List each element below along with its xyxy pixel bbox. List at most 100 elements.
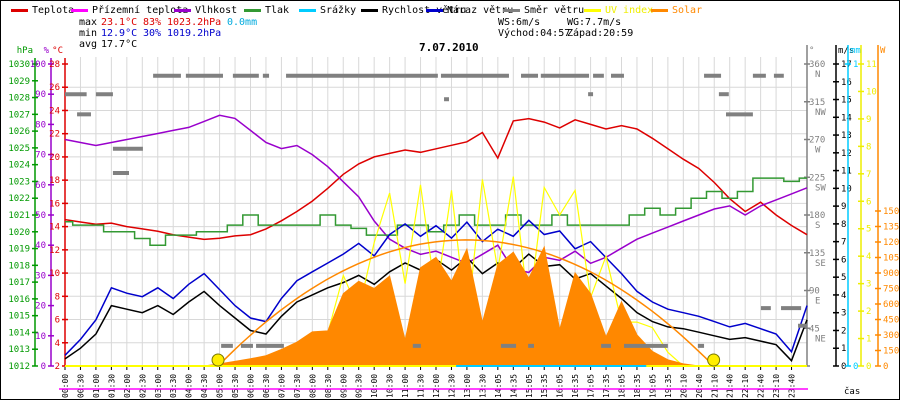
svg-text:22:10: 22:10 (741, 374, 750, 398)
svg-text:12:00: 12:00 (432, 374, 441, 398)
svg-text:11: 11 (866, 60, 877, 70)
svg-text:315: 315 (809, 98, 825, 108)
svg-text:08:30: 08:30 (324, 374, 333, 398)
stat-sunrise: Východ:04:57 (498, 28, 571, 39)
legend-swatch-naraz (426, 8, 443, 12)
svg-text:3: 3 (841, 309, 846, 319)
svg-text:20: 20 (35, 302, 46, 312)
svg-text:1350: 1350 (883, 223, 899, 233)
svg-text:16: 16 (49, 199, 60, 209)
stat-rain-total: 0.0mm (227, 17, 258, 28)
svg-text:04:30: 04:30 (200, 374, 209, 398)
x-axis-labels: 00:00 00:30 01:00 01:30 02:00 02:30 03:00 03:30… (61, 367, 797, 398)
stat-avg-label: avg (79, 39, 98, 50)
uv-axis: 0 1 2 3 4 5 6 7 8 9 10 11 (858, 45, 877, 372)
legend-item-teplota: Teplota (11, 4, 74, 16)
svg-text:08:00: 08:00 (308, 374, 317, 398)
svg-text:10: 10 (35, 332, 46, 342)
svg-text:11:00: 11:00 (401, 374, 410, 398)
svg-text:6: 6 (55, 316, 60, 326)
svg-text:14:05: 14:05 (494, 374, 503, 398)
svg-text:12: 12 (49, 246, 60, 256)
svg-text:07:00: 07:00 (277, 374, 286, 398)
svg-text:15:35: 15:35 (540, 374, 549, 398)
svg-text:00:30: 00:30 (76, 374, 85, 398)
svg-text:14: 14 (49, 223, 60, 233)
legend-swatch-srazky (299, 8, 316, 12)
svg-text:20: 20 (49, 153, 60, 163)
svg-text:1012: 1012 (8, 362, 30, 372)
svg-text:1: 1 (866, 335, 871, 345)
svg-text:14: 14 (841, 113, 852, 123)
legend-item-smer-vetru: Směr větru (503, 4, 584, 16)
svg-text:06:00: 06:00 (247, 374, 256, 398)
stat-avg-temp: 17.7°C (101, 39, 138, 50)
svg-text:18:35: 18:35 (633, 374, 642, 398)
svg-text:1: 1 (853, 60, 858, 70)
svg-text:12:30: 12:30 (447, 374, 456, 398)
svg-text:135: 135 (809, 249, 825, 259)
humidity-axis: % 0 10 20 30 40 50 60 70 80 90 100 (30, 46, 54, 372)
svg-text:13:30: 13:30 (478, 374, 487, 398)
svg-text:2: 2 (866, 307, 871, 317)
legend-item-tlak: Tlak (244, 4, 289, 16)
svg-text:16:05: 16:05 (556, 374, 565, 398)
svg-text:450: 450 (883, 316, 899, 326)
rain-axis: mm 0 1 (845, 45, 861, 372)
legend-swatch-tlak (244, 8, 261, 12)
stat-wind-speed: WS:6m/s (498, 17, 541, 28)
svg-text:1017: 1017 (8, 278, 30, 288)
svg-text:SW: SW (815, 183, 826, 193)
svg-text:12: 12 (841, 149, 852, 159)
svg-text:6: 6 (841, 255, 846, 265)
svg-text:5: 5 (841, 273, 846, 283)
svg-text:17:35: 17:35 (602, 374, 611, 398)
svg-text:5: 5 (866, 225, 871, 235)
svg-text:03:00: 03:00 (154, 374, 163, 398)
svg-text:90: 90 (35, 90, 46, 100)
x-axis-title: čas (844, 386, 860, 397)
svg-text:1028: 1028 (8, 94, 30, 104)
svg-text:03:30: 03:30 (169, 374, 178, 398)
svg-text:09:00: 09:00 (339, 374, 348, 398)
stat-min-pressure: 1019.2hPa (167, 28, 222, 39)
svg-text:28: 28 (49, 60, 60, 70)
svg-text:750: 750 (883, 285, 899, 295)
svg-text:23:10: 23:10 (772, 374, 781, 398)
svg-text:E: E (815, 297, 820, 307)
legend-item-solar: Solar (651, 4, 702, 16)
svg-text:S: S (815, 221, 820, 231)
svg-text:4: 4 (55, 339, 60, 349)
legend-swatch-smer (503, 8, 520, 12)
svg-text:22:40: 22:40 (757, 374, 766, 398)
svg-text:300: 300 (883, 331, 899, 341)
legend-swatch-uv (584, 8, 601, 12)
sunrise-marker (211, 353, 225, 367)
svg-text:90: 90 (809, 287, 820, 297)
series-tlak (65, 177, 807, 246)
sunset-marker (707, 353, 721, 367)
svg-text:05:30: 05:30 (231, 374, 240, 398)
svg-text:05:00: 05:00 (216, 374, 225, 398)
legend-item-vlhkost: Vlhkost (174, 4, 237, 16)
stat-max-temp: 23.1°C (101, 17, 138, 28)
svg-text:225: 225 (809, 173, 825, 183)
svg-text:9: 9 (866, 115, 871, 125)
solar-axis-unit: W (880, 46, 886, 56)
svg-text:30: 30 (35, 271, 46, 281)
svg-text:00:00: 00:00 (61, 374, 70, 398)
svg-text:0: 0 (41, 362, 46, 372)
svg-text:1027: 1027 (8, 110, 30, 120)
wind-speed-axis-unit: m/s (838, 46, 854, 56)
svg-text:4: 4 (866, 252, 871, 262)
stat-min-label: min (79, 28, 98, 39)
svg-text:1022: 1022 (8, 194, 30, 204)
svg-text:1030: 1030 (8, 60, 30, 70)
stat-max-pressure: 1023.2hPa (167, 17, 222, 28)
svg-text:1020: 1020 (8, 228, 30, 238)
svg-text:22: 22 (49, 130, 60, 140)
solar-clear-sky (217, 239, 714, 367)
